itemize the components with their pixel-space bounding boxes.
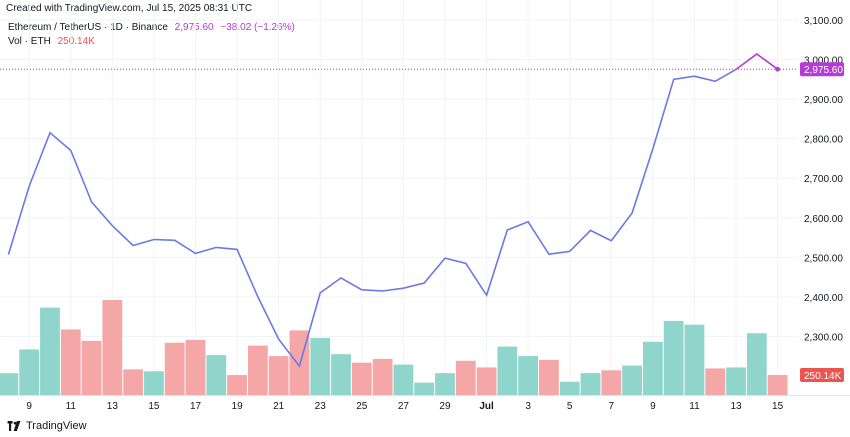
volume-badge-label: 250.14K [804,371,842,382]
y-tick-label: 2,700.00 [804,174,843,185]
x-tick-label: 3 [525,401,531,412]
volume-bar [642,341,663,395]
x-tick-label: 29 [439,401,451,412]
volume-bar [622,365,642,395]
last-price-badge-label: 2,975.60 [804,65,843,76]
y-tick-label: 2,800.00 [804,135,843,146]
legend-change: −38.02 (−1.26%) [220,22,295,33]
price-line [7,68,737,368]
created-note: Created with TradingView.com, Jul 15, 20… [6,3,253,14]
volume-bar [144,371,164,395]
volume-bar [726,367,746,395]
y-tick-label: 2,400.00 [804,293,843,304]
volume-bar [247,345,268,395]
volume-bar [81,340,102,395]
x-tick-label: 25 [356,401,368,412]
volume-bar [40,307,60,395]
volume-bar [559,381,580,395]
legend-main-row: Ethereum / TetherUS · 1D · Binance 2,975… [8,21,295,35]
volume-bar [227,375,247,395]
volume-bar [0,373,19,395]
volume-bars [0,300,788,395]
volume-bar [435,373,455,395]
volume-bar [455,360,476,395]
last-price-badge [800,62,844,77]
y-tick-label: 3,000.00 [804,56,843,67]
volume-bar [539,359,559,395]
x-tick-label: 5 [567,401,573,412]
volume-bar [331,354,351,395]
legend-symbol: Ethereum / TetherUS · 1D · Binance [8,22,168,33]
volume-bar [767,375,788,395]
tradingview-logo-icon [7,421,21,431]
x-tick-label: 9 [650,401,656,412]
x-tick-label: Jul [479,401,494,412]
legend-price: 2,975.60 [174,22,214,33]
footer-brand: TradingView [6,418,87,434]
x-tick-label: 9 [26,401,32,412]
volume-bar [580,373,601,395]
y-tick-label: 2,300.00 [804,332,843,343]
x-tick-label: 19 [232,401,244,412]
volume-bar [164,342,185,395]
volume-bar [746,333,767,395]
volume-badge [800,368,844,382]
x-tick-label: 11 [66,401,77,412]
volume-bar [185,339,206,395]
legend-volume-value: 250.14K [57,36,95,47]
x-tick-label: 21 [273,401,285,412]
x-tick-label: 17 [190,401,202,412]
price-line-recent [735,53,779,71]
volume-bar [19,349,40,395]
volume-bar [372,358,393,395]
y-tick-label: 2,900.00 [804,95,843,106]
y-tick-label: 3,100.00 [804,16,843,27]
volume-bar [60,329,81,395]
y-tick-label: 2,600.00 [804,214,843,225]
price-axis: 3,100.00 3,000.00 2,900.00 2,800.00 2,700.00… [800,16,844,382]
volume-bar [684,324,705,395]
volume-bar [268,356,289,395]
footer-brand-text: TradingView [26,420,87,432]
x-tick-label: 11 [689,401,700,412]
x-tick-label: 27 [398,401,410,412]
x-tick-label: 7 [609,401,615,412]
price-line-layer [0,53,798,368]
volume-bar [310,338,331,395]
x-tick-label: 13 [730,401,742,412]
volume-bar [206,355,227,395]
volume-bar [393,364,414,395]
volume-bar [351,362,372,395]
time-axis: 9 11 13 15 17 19 21 23 25 27 29 Jul 3 5 7 9 11 13 15 [0,395,850,412]
volume-bar [497,346,518,395]
x-tick-label: 15 [772,401,784,412]
volume-bar [476,367,497,395]
x-tick-label: 13 [107,401,119,412]
volume-bar [663,320,684,395]
x-tick-label: 23 [315,401,327,412]
x-tick-label: 15 [148,401,160,412]
y-tick-label: 2,500.00 [804,253,843,264]
volume-bar [518,356,539,395]
volume-bar [601,370,622,395]
volume-bar [123,369,144,395]
volume-bar [102,300,123,395]
volume-bar [414,382,435,395]
volume-bar [705,368,726,395]
